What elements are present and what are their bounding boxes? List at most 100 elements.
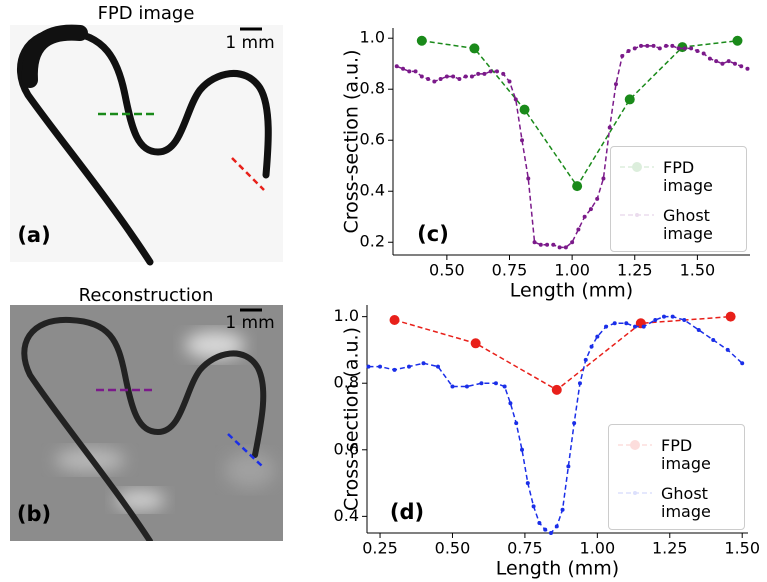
x-tick-label: 1.25 <box>617 261 653 280</box>
x-tick-label: 1.25 <box>652 539 688 558</box>
data-point <box>696 327 701 332</box>
y-tick-label: 0.6 <box>334 439 359 458</box>
data-point <box>624 94 635 105</box>
data-point <box>563 245 568 250</box>
data-point <box>378 364 383 369</box>
data-point <box>576 227 581 232</box>
data-point <box>520 138 525 143</box>
data-point <box>538 242 543 247</box>
data-point <box>545 242 550 247</box>
x-tick-label: 1.50 <box>680 261 716 280</box>
data-point <box>531 504 536 509</box>
y-axis-label: Cross-section (a.u.) <box>341 327 363 511</box>
data-point <box>570 240 575 245</box>
y-tick-label: 0.4 <box>334 506 359 525</box>
data-point <box>739 64 744 69</box>
data-point <box>632 46 637 51</box>
data-point <box>508 401 513 406</box>
data-point <box>537 521 542 526</box>
data-point <box>451 74 456 79</box>
legend-label: FPD image <box>661 436 711 473</box>
data-point <box>701 51 706 56</box>
data-point <box>577 381 582 386</box>
legend-label: Ghost image <box>663 206 713 243</box>
data-point <box>457 77 462 82</box>
y-tick-label: 0.4 <box>360 181 385 200</box>
data-point <box>519 104 530 115</box>
data-point <box>707 56 712 61</box>
data-point <box>407 364 412 369</box>
data-point <box>595 334 600 339</box>
x-tick-label: 1.00 <box>554 261 590 280</box>
fiber-shape <box>16 28 272 266</box>
data-point <box>469 43 480 54</box>
data-point <box>732 35 743 46</box>
data-point <box>551 384 562 395</box>
data-point <box>526 176 531 181</box>
legend-label: Ghost image <box>661 484 711 521</box>
data-point <box>494 69 499 74</box>
x-axis-label: Length (mm) <box>496 558 619 580</box>
data-point <box>366 364 371 369</box>
panel-title: Reconstruction <box>79 285 214 306</box>
legend: FPD image Ghost image <box>608 424 745 530</box>
fiber-shape <box>21 24 88 88</box>
data-point <box>572 421 577 426</box>
y-tick-label: 0.2 <box>360 232 385 251</box>
data-point <box>720 61 725 66</box>
data-point <box>566 464 571 469</box>
y-tick-label: 1.0 <box>360 28 385 47</box>
data-point <box>714 59 719 64</box>
data-point <box>479 381 484 386</box>
data-point <box>725 311 736 322</box>
data-point <box>407 69 412 74</box>
data-point <box>612 321 617 326</box>
data-point <box>626 48 631 53</box>
data-point <box>450 384 455 389</box>
data-point <box>416 35 427 46</box>
data-point <box>401 66 406 71</box>
data-point <box>645 43 650 48</box>
data-point <box>641 324 646 329</box>
data-point <box>725 347 730 352</box>
data-point <box>588 207 593 212</box>
data-point <box>525 481 530 486</box>
data-point <box>682 46 687 51</box>
data-point <box>419 74 424 79</box>
series-line <box>394 315 731 391</box>
data-point <box>651 43 656 48</box>
data-point <box>613 82 618 87</box>
scale-label: 1 mm <box>225 33 274 53</box>
data-point <box>670 314 675 319</box>
fpd-image <box>10 25 283 262</box>
y-tick-label: 0.8 <box>334 373 359 392</box>
data-point <box>745 66 750 71</box>
panel-label: (d) <box>390 500 424 524</box>
data-point <box>732 61 737 66</box>
profile-line <box>227 433 263 467</box>
data-point <box>554 524 559 529</box>
data-point <box>682 317 687 322</box>
data-point <box>513 97 518 102</box>
data-point <box>507 79 512 84</box>
data-point <box>514 421 519 426</box>
data-point <box>740 361 745 366</box>
data-point <box>607 125 612 130</box>
data-point <box>389 314 400 325</box>
legend-label: FPD image <box>663 158 713 195</box>
data-point <box>589 344 594 349</box>
panel-label: (b) <box>17 502 51 526</box>
data-point <box>493 381 498 386</box>
data-point <box>670 43 675 48</box>
x-tick-label: 1.00 <box>580 539 616 558</box>
data-point <box>620 54 625 59</box>
data-point <box>501 71 506 76</box>
panel-label: (c) <box>417 222 449 246</box>
panel-label: (a) <box>17 223 50 247</box>
data-point <box>601 176 606 181</box>
series-line <box>368 315 743 534</box>
legend: FPD image Ghost image <box>610 146 747 252</box>
data-point <box>595 196 600 201</box>
x-tick-label: 1.50 <box>724 539 760 558</box>
y-axis-label: Cross-section (a.u.) <box>341 50 363 234</box>
